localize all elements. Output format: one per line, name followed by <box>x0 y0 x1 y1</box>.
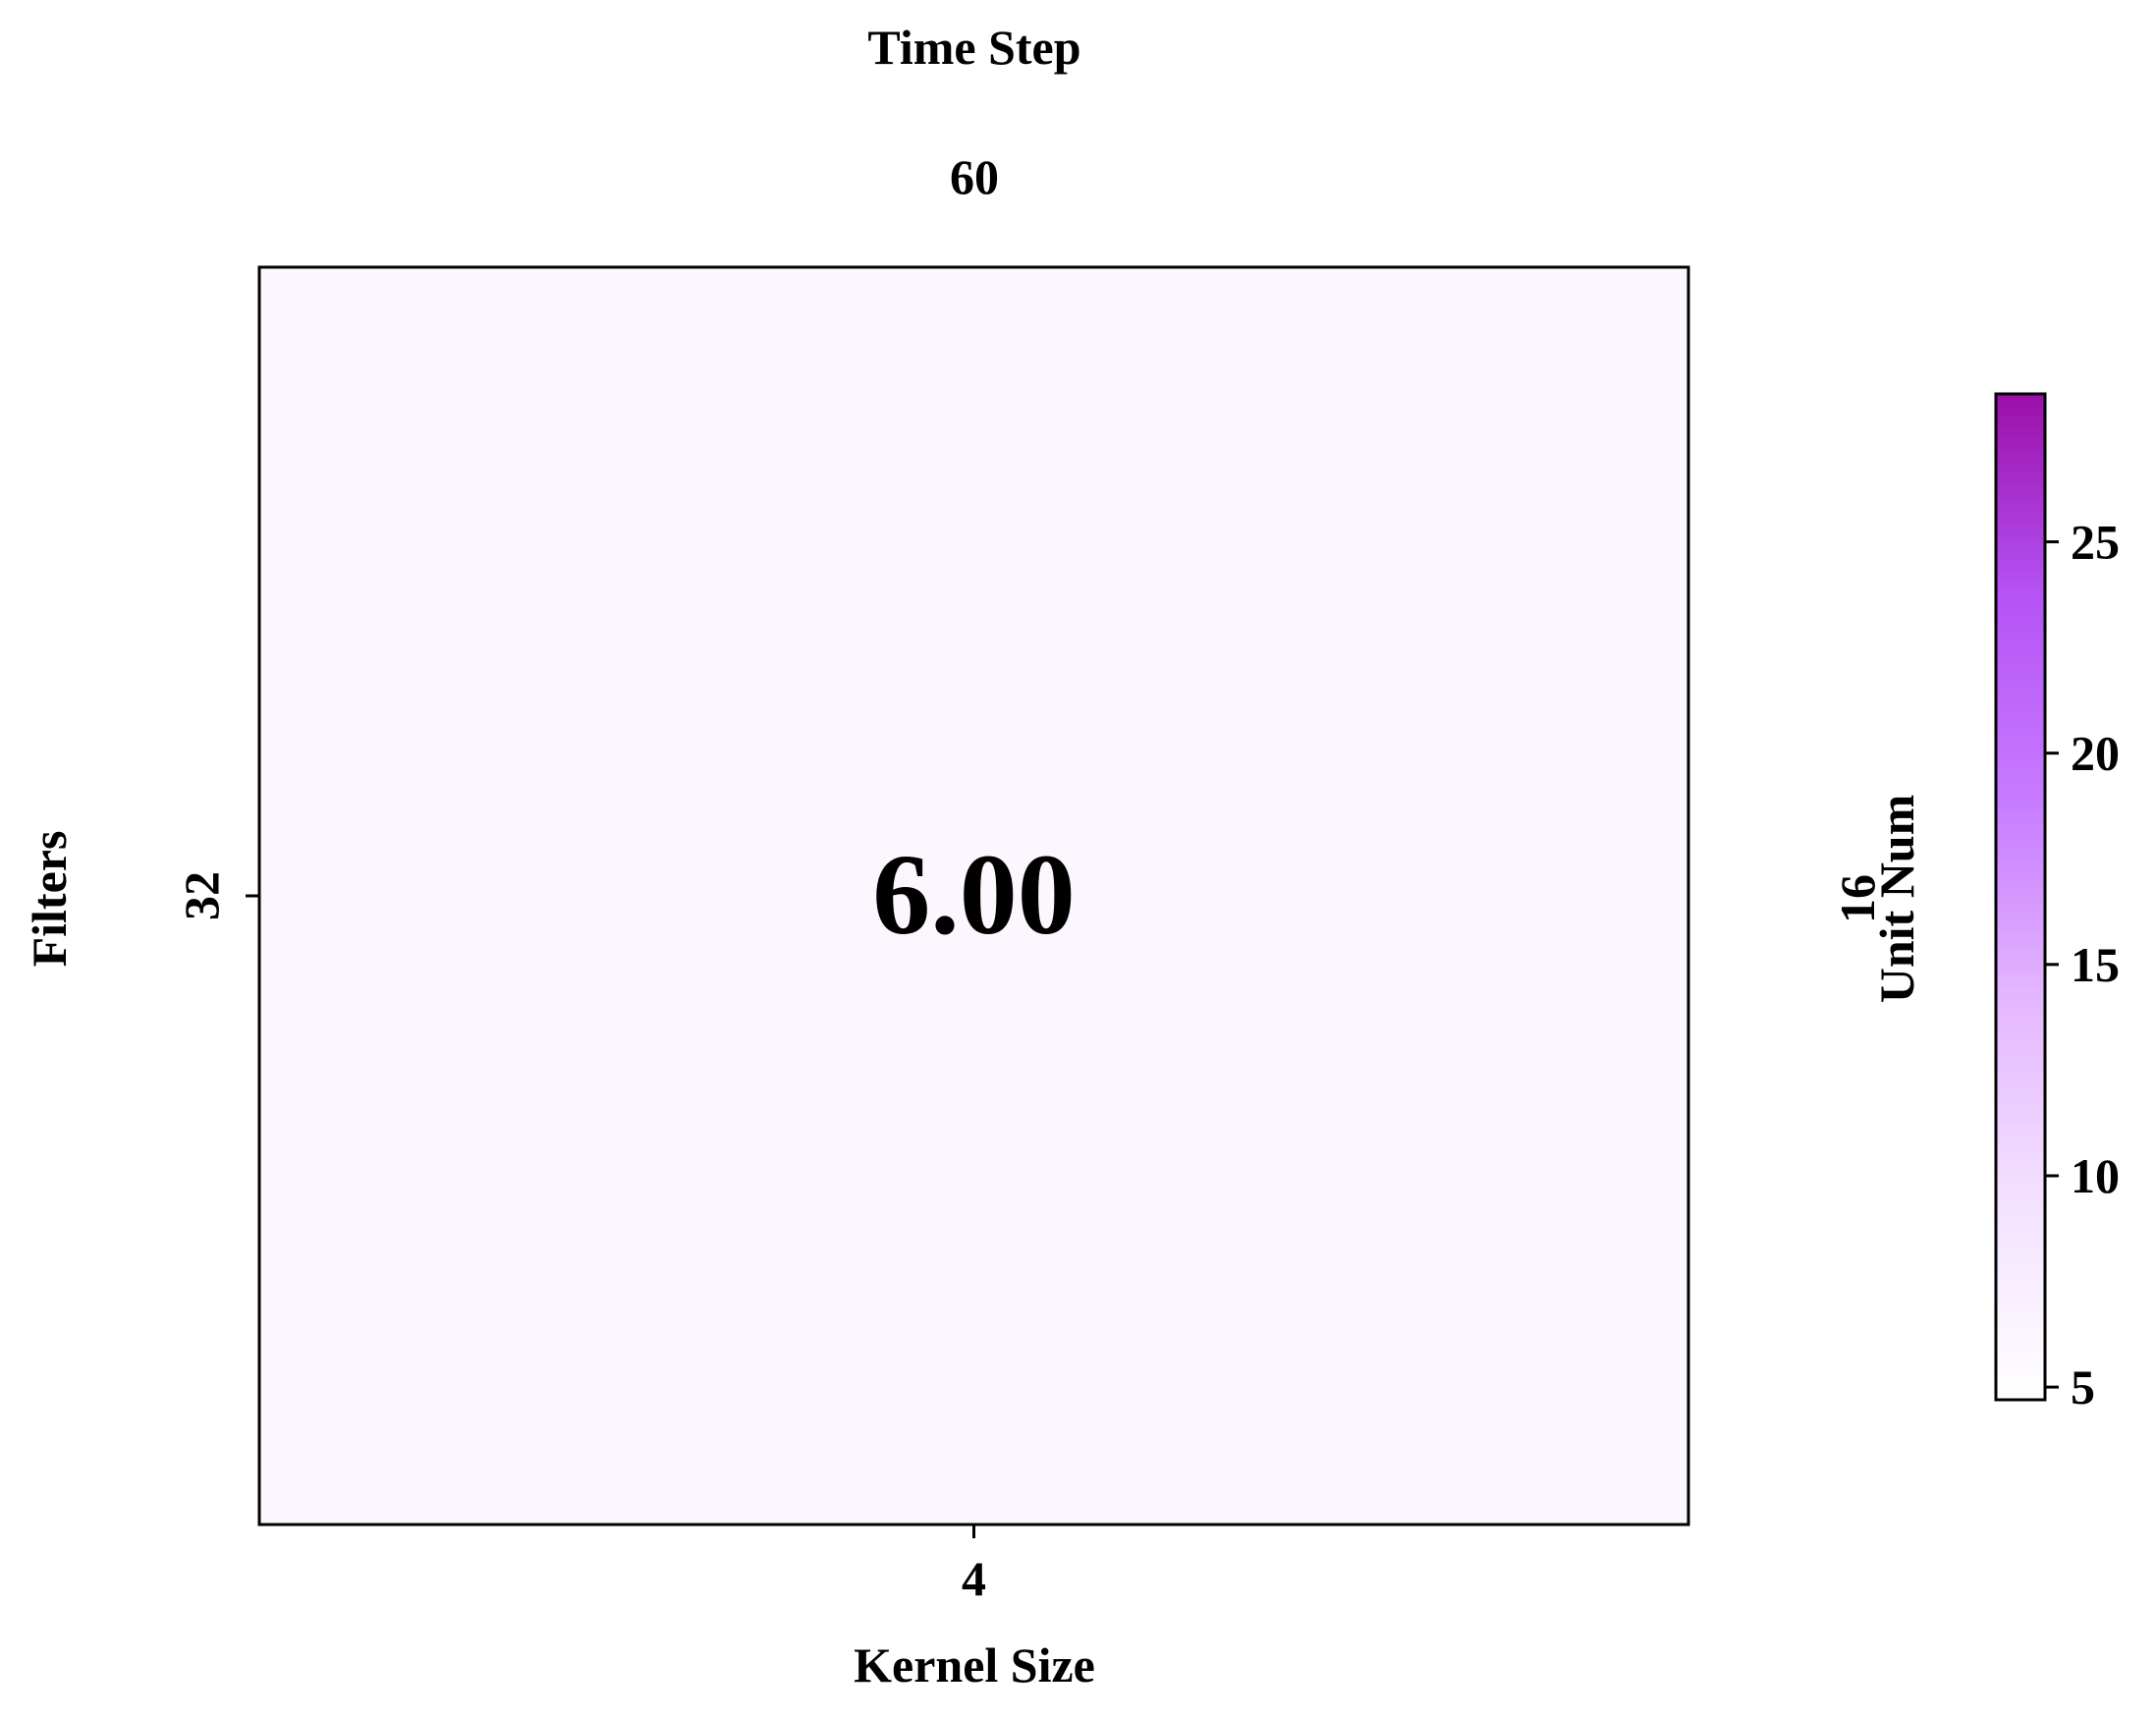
colorbar-gradient <box>1994 392 2047 1402</box>
top-title: Time Step <box>867 20 1080 75</box>
right-value-label: 16 <box>1830 874 1885 923</box>
top-value-label: 60 <box>950 149 999 204</box>
x-tick-label: 4 <box>962 1551 986 1606</box>
heatmap-plot: 6.00 4 32 <box>174 265 1690 1606</box>
colorbar-tick-label: 5 <box>2071 1359 2095 1415</box>
cell-value-label: 6.00 <box>872 830 1076 959</box>
colorbar-tick-label: 10 <box>2071 1148 2120 1203</box>
colorbar-tick-label: 25 <box>2071 515 2120 570</box>
colorbar-tick-label: 15 <box>2071 937 2120 992</box>
y-tick-label: 32 <box>174 871 229 920</box>
heatmap-cell <box>259 267 1688 1525</box>
x-axis-label: Kernel Size <box>854 1637 1095 1692</box>
right-axis-label: Unit Num <box>1869 795 1924 1004</box>
colorbar-tick-label: 20 <box>2071 726 2120 781</box>
y-axis-label: Filters <box>22 831 77 968</box>
colorbar: 5 10 15 20 25 <box>1994 392 2120 1415</box>
